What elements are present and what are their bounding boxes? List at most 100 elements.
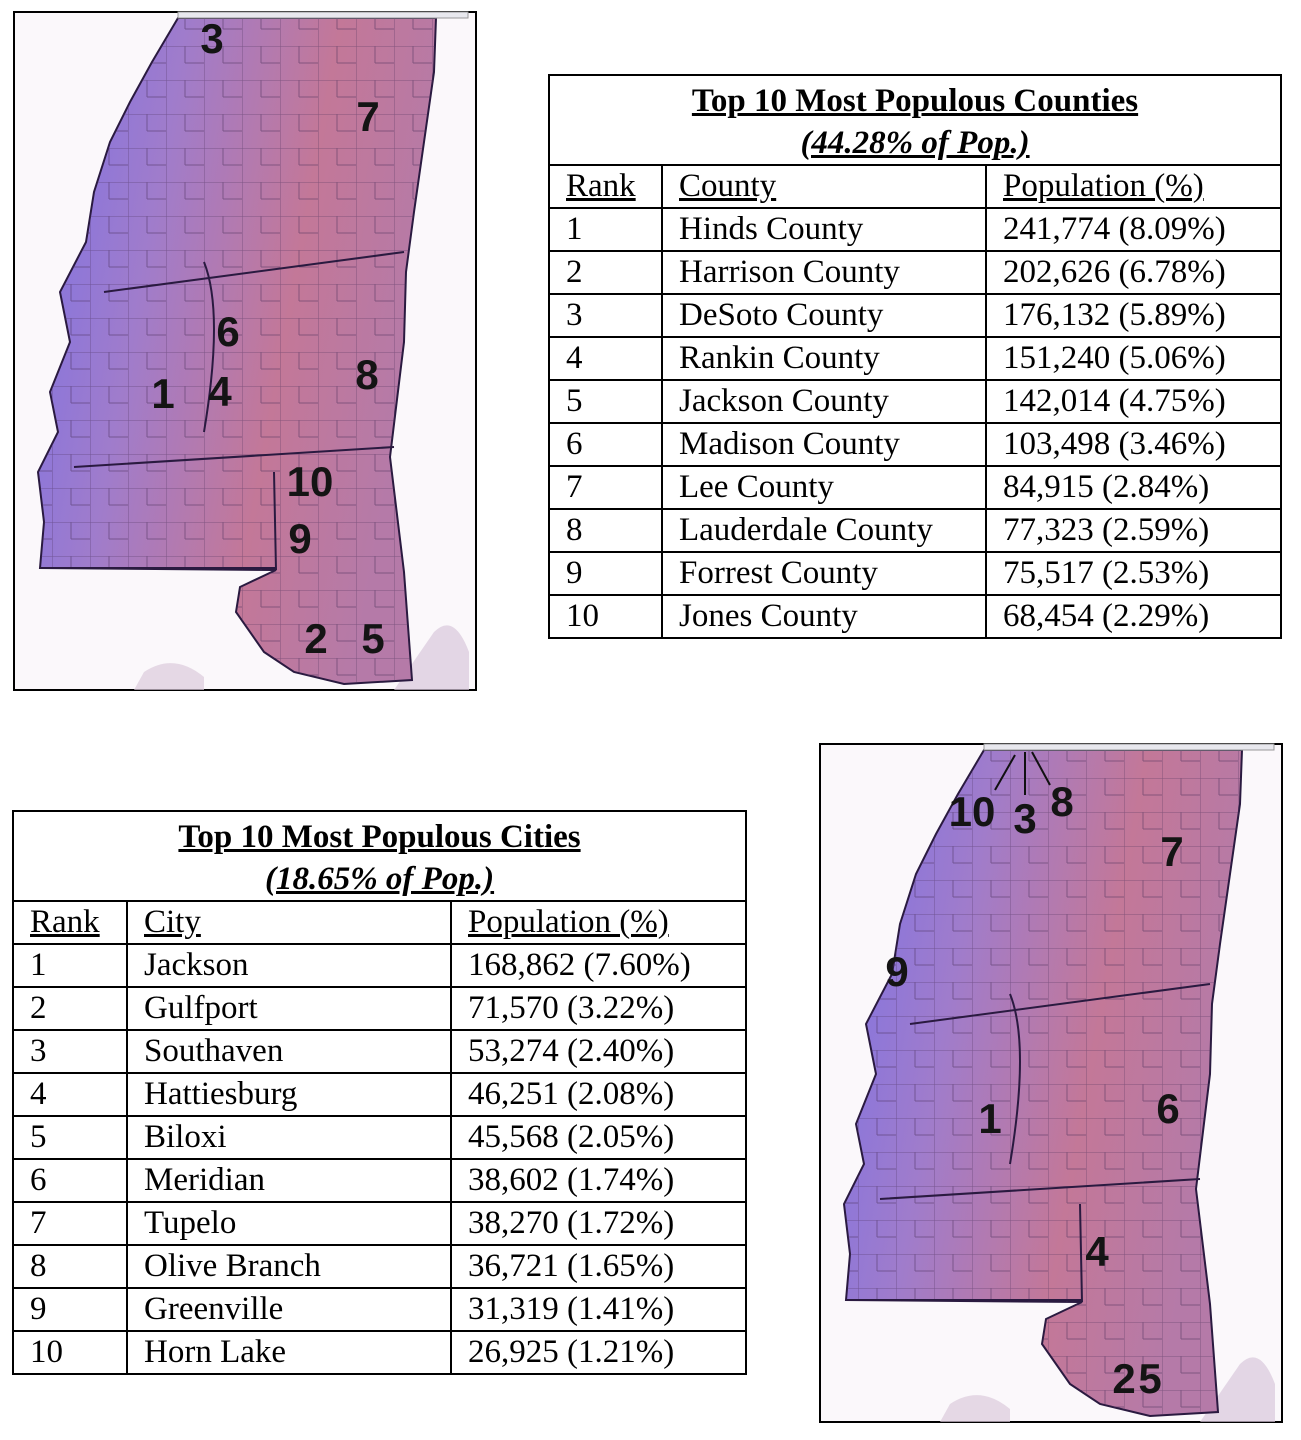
table-cell: DeSoto County [661,293,987,338]
table-cell: 5 [548,379,663,424]
table-cell: 3 [12,1029,128,1074]
table-cell: Harrison County [661,250,987,295]
table-cell: Hattiesburg [126,1072,452,1117]
table-row: 9 Forrest County 75,517 (2.53%) [548,551,1283,596]
table-cell: 46,251 (2.08%) [449,1072,748,1117]
table-title: Top 10 Most Populous Cities [178,819,581,855]
map-label: 4 [1085,1228,1109,1275]
table-row: 5 Jackson County 142,014 (4.75%) [548,379,1283,424]
table-cell: Lee County [661,465,987,510]
table-cell: 168,862 (7.60%) [449,943,748,988]
table-cell: Southaven [126,1029,452,1074]
table-row: 3 Southaven 53,274 (2.40%) [12,1029,748,1074]
table-cell: 1 [12,943,128,988]
table-row: 3 DeSoto County 176,132 (5.89%) [548,293,1283,338]
table-subtitle: (18.65% of Pop.) [264,861,495,897]
header-cell: Population (%) [984,164,1283,209]
map-label: 10 [287,458,334,505]
map-label: 5 [1138,1355,1161,1402]
table-cell: Biloxi [126,1115,452,1160]
table-cell: 38,602 (1.74%) [449,1158,748,1203]
table-cell: 8 [548,508,663,553]
table-cell: 31,319 (1.41%) [449,1287,748,1332]
map-label: 3 [200,15,223,62]
table-cell: Tupelo [126,1201,452,1246]
header-cell: Rank [548,164,663,209]
map-label: 7 [1160,828,1183,875]
title-row: Top 10 Most Populous Cities (18.65% of Po… [11,810,748,902]
map-label: 9 [288,515,311,562]
table-row: 6 Madison County 103,498 (3.46%) [548,422,1283,467]
map-label: 4 [208,368,232,415]
map-label: 2 [304,615,327,662]
table-cell: 77,323 (2.59%) [984,508,1283,553]
map-label: 2 [1112,1355,1135,1402]
table-cell: 10 [548,594,663,639]
map-label: 6 [1156,1085,1179,1132]
table-cell: Jackson County [661,379,987,424]
table-cell: Greenville [126,1287,452,1332]
table-cell: 9 [12,1287,128,1332]
table-cell: 6 [548,422,663,467]
header-row: Rank County Population (%) [548,164,1283,209]
table-cell: Lauderdale County [661,508,987,553]
map-label: 8 [355,351,378,398]
table-cell: 38,270 (1.72%) [449,1201,748,1246]
table-cell: 142,014 (4.75%) [984,379,1283,424]
map-label: 10 [949,788,996,835]
table-cell: 4 [548,336,663,381]
title-cell: Top 10 Most Populous Cities (18.65% of Po… [11,810,748,902]
table-cell: Madison County [661,422,987,467]
map-label: 9 [885,948,908,995]
table-title: Top 10 Most Populous Counties [691,83,1139,119]
table-cell: 3 [548,293,663,338]
table-row: 5 Biloxi 45,568 (2.05%) [12,1115,748,1160]
table-row: 9 Greenville 31,319 (1.41%) [12,1287,748,1332]
map-label: 3 [1013,795,1036,842]
city-table: Top 10 Most Populous Cities (18.65% of Po… [11,810,748,1375]
table-row: 2 Gulfport 71,570 (3.22%) [12,986,748,1031]
table-row: 10 Horn Lake 26,925 (1.21%) [12,1330,748,1375]
table-cell: Meridian [126,1158,452,1203]
table-row: 4 Rankin County 151,240 (5.06%) [548,336,1283,381]
table-cell: 71,570 (3.22%) [449,986,748,1031]
table-row: 4 Hattiesburg 46,251 (2.08%) [12,1072,748,1117]
table-subtitle: (44.28% of Pop.) [800,125,1030,161]
table-cell: 202,626 (6.78%) [984,250,1283,295]
table-cell: 176,132 (5.89%) [984,293,1283,338]
table-cell: 7 [12,1201,128,1246]
table-cell: 1 [548,207,663,252]
table-cell: 5 [12,1115,128,1160]
title-cell: Top 10 Most Populous Counties (44.28% of … [547,74,1283,166]
header-cell: City [126,900,452,945]
table-row: 1 Hinds County 241,774 (8.09%) [548,207,1283,252]
table-row: 6 Meridian 38,602 (1.74%) [12,1158,748,1203]
table-cell: 2 [548,250,663,295]
table-cell: Hinds County [661,207,987,252]
table-row: 8 Olive Branch 36,721 (1.65%) [12,1244,748,1289]
table-row: 2 Harrison County 202,626 (6.78%) [548,250,1283,295]
table-cell: 103,498 (3.46%) [984,422,1283,467]
table-cell: 68,454 (2.29%) [984,594,1283,639]
table-cell: Gulfport [126,986,452,1031]
title-row: Top 10 Most Populous Counties (44.28% of … [547,74,1283,166]
county-map: 3 7 6 8 1 4 10 9 2 5 [13,11,477,691]
map-label: 5 [361,615,384,662]
table-row: 7 Tupelo 38,270 (1.72%) [12,1201,748,1246]
table-cell: 10 [12,1330,128,1375]
header-row: Rank City Population (%) [12,900,748,945]
header-cell: Population (%) [449,900,748,945]
map-label: 6 [216,308,239,355]
city-map: 10 3 8 7 9 6 1 4 2 5 [819,743,1283,1423]
table-cell: Horn Lake [126,1330,452,1375]
table-cell: Jackson [126,943,452,988]
table-cell: 2 [12,986,128,1031]
map-label: 1 [978,1095,1001,1142]
county-table: Top 10 Most Populous Counties (44.28% of … [547,74,1283,639]
map-label: 7 [356,93,379,140]
table-cell: 8 [12,1244,128,1289]
table-cell: 4 [12,1072,128,1117]
map-label: 8 [1050,778,1073,825]
